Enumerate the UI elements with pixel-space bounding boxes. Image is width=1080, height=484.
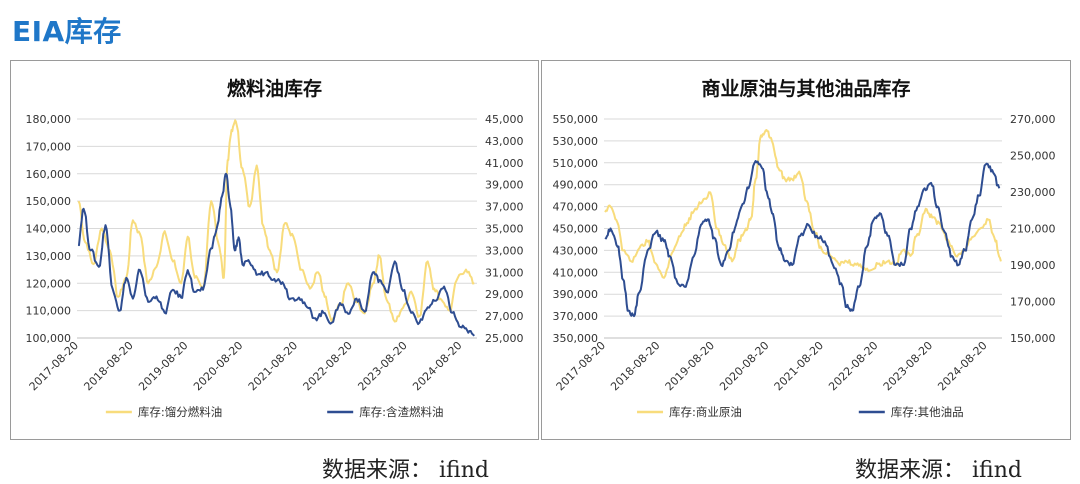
y-left-tick-label: 350,000 xyxy=(553,332,599,345)
page-title: EIA库存 xyxy=(12,15,122,48)
y-right-tick-label: 230,000 xyxy=(1010,186,1056,199)
x-tick-label: 2019-08-20 xyxy=(663,339,717,393)
y-left-tick-label: 180,000 xyxy=(26,113,72,126)
y-left-tick-label: 170,000 xyxy=(26,140,72,153)
x-tick-label: 2017-08-20 xyxy=(554,339,608,393)
y-left-tick-label: 390,000 xyxy=(553,288,599,301)
y-right-tick-label: 31,000 xyxy=(485,266,524,279)
y-left-tick-label: 430,000 xyxy=(553,244,599,257)
x-tick-label: 2024-08-20 xyxy=(410,339,464,393)
x-tick-label: 2022-08-20 xyxy=(301,339,355,393)
source-note-right: 数据来源： ifind xyxy=(855,458,1022,483)
x-tick-label: 2021-08-20 xyxy=(772,339,826,393)
y-left-tick-label: 530,000 xyxy=(553,135,599,148)
legend-label: 库存:商业原油 xyxy=(669,405,742,419)
legend-label: 库存:其他油品 xyxy=(891,405,964,419)
x-tick-label: 2019-08-20 xyxy=(136,339,190,393)
y-right-tick-label: 210,000 xyxy=(1010,223,1056,236)
chart-title: 商业原油与其他油品库存 xyxy=(701,77,910,100)
y-right-tick-label: 25,000 xyxy=(485,332,524,345)
y-right-tick-label: 270,000 xyxy=(1010,113,1056,126)
y-right-tick-label: 27,000 xyxy=(485,310,524,323)
y-right-tick-label: 45,000 xyxy=(485,113,524,126)
y-left-tick-label: 150,000 xyxy=(26,195,72,208)
legend-label: 库存:含渣燃料油 xyxy=(359,405,443,419)
y-left-tick-label: 140,000 xyxy=(26,223,72,236)
y-right-tick-label: 170,000 xyxy=(1010,296,1056,309)
series-line-1 xyxy=(604,129,1002,279)
x-tick-label: 2018-08-20 xyxy=(608,339,662,393)
y-left-tick-label: 160,000 xyxy=(26,168,72,181)
series-line-2 xyxy=(77,172,475,337)
y-left-tick-label: 130,000 xyxy=(26,250,72,263)
y-left-tick-label: 110,000 xyxy=(26,305,72,318)
x-tick-label: 2020-08-20 xyxy=(191,339,245,393)
fuel-oil-chart-panel: 燃料油库存 100,000 110,000 120,000 130,000 140,000… xyxy=(10,60,539,440)
x-tick-label: 2017-08-20 xyxy=(27,339,81,393)
series-line-2 xyxy=(604,160,1001,318)
legend-label: 库存:馏分燃料油 xyxy=(138,405,222,419)
x-tick-label: 2023-08-20 xyxy=(355,339,409,393)
y-left-tick-label: 510,000 xyxy=(553,157,599,170)
y-right-tick-label: 35,000 xyxy=(485,223,524,236)
y-left-tick-label: 120,000 xyxy=(26,277,72,290)
y-left-tick-label: 410,000 xyxy=(553,266,599,279)
y-right-tick-label: 33,000 xyxy=(485,244,524,257)
x-tick-label: 2020-08-20 xyxy=(717,339,771,393)
y-left-tick-label: 450,000 xyxy=(553,223,599,236)
x-tick-label: 2022-08-20 xyxy=(826,339,880,393)
y-left-tick-label: 100,000 xyxy=(26,332,72,345)
x-tick-label: 2023-08-20 xyxy=(881,339,935,393)
series-line-1 xyxy=(77,119,475,323)
source-note-left: 数据来源： ifind xyxy=(322,458,489,483)
y-right-tick-label: 29,000 xyxy=(485,288,524,301)
y-right-tick-label: 190,000 xyxy=(1010,259,1056,272)
crude-oil-chart-panel: 商业原油与其他油品库存 350,000 370,000 390,000 410,000 4… xyxy=(541,60,1071,440)
chart-title: 燃料油库存 xyxy=(227,77,322,100)
fuel-oil-chart: 燃料油库存 100,000 110,000 120,000 130,000 140,000… xyxy=(26,77,524,419)
x-tick-label: 2021-08-20 xyxy=(246,339,300,393)
y-left-tick-label: 370,000 xyxy=(553,310,599,323)
x-tick-label: 2018-08-20 xyxy=(81,339,135,393)
y-right-tick-label: 150,000 xyxy=(1010,332,1056,345)
y-right-tick-label: 250,000 xyxy=(1010,150,1056,163)
y-left-tick-label: 550,000 xyxy=(553,113,599,126)
y-left-tick-label: 470,000 xyxy=(553,201,599,214)
y-right-tick-label: 41,000 xyxy=(485,157,524,170)
x-tick-label: 2024-08-20 xyxy=(935,339,989,393)
y-left-tick-label: 490,000 xyxy=(553,179,599,192)
y-right-tick-label: 39,000 xyxy=(485,179,524,192)
y-right-tick-label: 37,000 xyxy=(485,201,524,214)
crude-other-oil-chart: 商业原油与其他油品库存 350,000 370,000 390,000 410,000 4… xyxy=(553,77,1056,419)
y-right-tick-label: 43,000 xyxy=(485,135,524,148)
